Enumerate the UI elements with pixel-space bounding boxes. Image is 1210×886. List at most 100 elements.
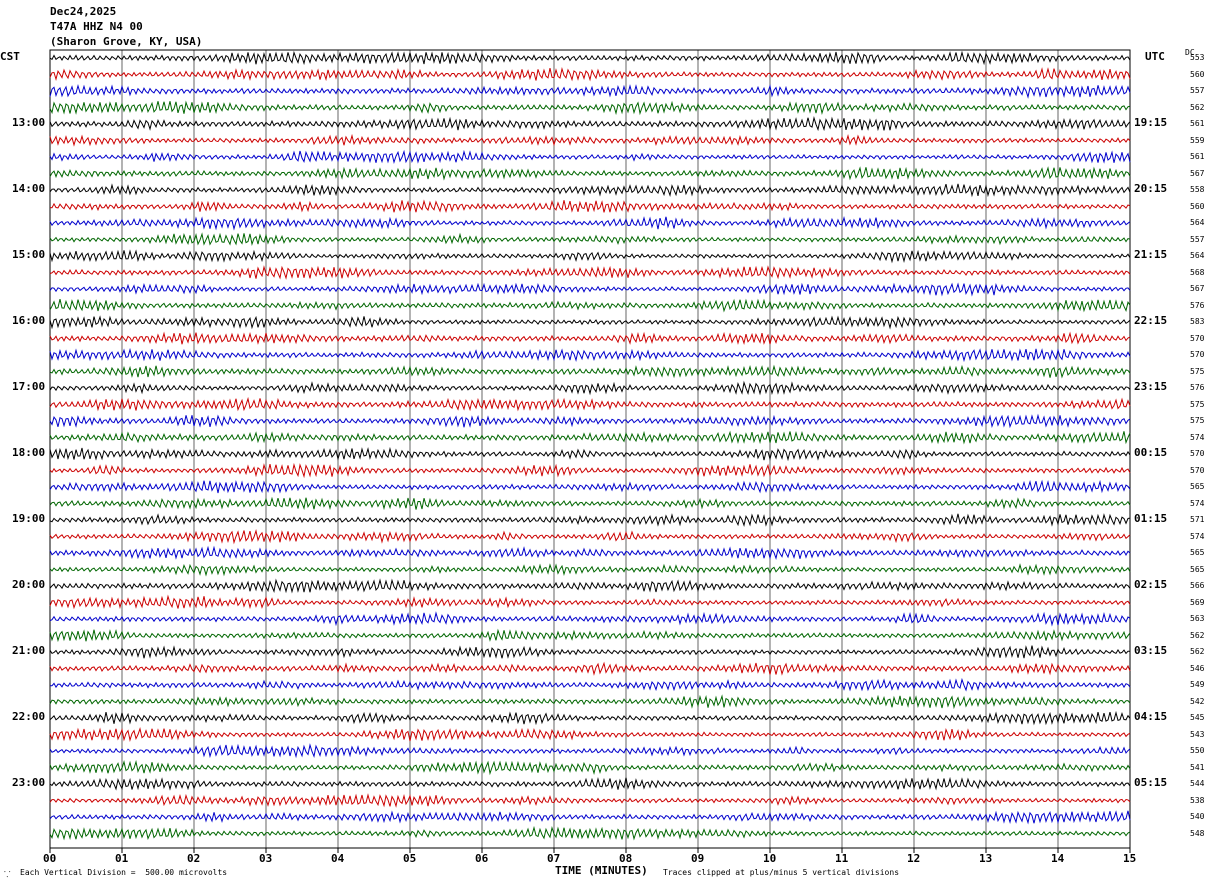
dc-offset-label: 549 xyxy=(1190,680,1205,689)
x-tick-label: 07 xyxy=(547,852,561,865)
x-tick-label: 13 xyxy=(979,852,993,865)
left-timezone: CST xyxy=(0,50,20,63)
trace-line xyxy=(49,133,1131,147)
dc-offset-label: 567 xyxy=(1190,284,1205,293)
trace-line xyxy=(49,628,1131,643)
trace-line xyxy=(50,677,1131,692)
right-timezone: UTC xyxy=(1145,50,1165,63)
dc-offset-label: 583 xyxy=(1190,317,1205,326)
dc-offset-label: 550 xyxy=(1190,746,1205,755)
station-location: (Sharon Grove, KY, USA) xyxy=(50,35,203,48)
trace-line xyxy=(49,199,1131,213)
trace-line xyxy=(49,496,1131,511)
x-tick-label: 08 xyxy=(619,852,633,865)
trace-line xyxy=(49,282,1131,297)
dc-offset-label: 565 xyxy=(1190,548,1205,557)
right-hour-label: 05:15 xyxy=(1134,776,1168,789)
trace-line xyxy=(49,810,1131,825)
right-hour-label: 00:15 xyxy=(1134,446,1168,459)
dc-offset-label: 560 xyxy=(1190,201,1205,211)
x-tick-label: 03 xyxy=(259,852,273,865)
dc-offset-label: 557 xyxy=(1190,86,1205,95)
trace-line xyxy=(49,298,1131,313)
dc-offset-label: 553 xyxy=(1190,53,1205,62)
trace-line xyxy=(49,611,1131,627)
trace-line xyxy=(49,528,1131,545)
trace-line xyxy=(49,578,1131,594)
dc-offset-label: 574 xyxy=(1190,498,1205,508)
dc-offset-label: 545 xyxy=(1190,713,1205,722)
left-hour-label: 20:00 xyxy=(12,578,46,591)
dc-offset-label: 570 xyxy=(1190,333,1205,343)
trace-line xyxy=(49,183,1131,198)
trace-line xyxy=(49,743,1131,759)
trace-line xyxy=(49,726,1131,742)
dc-offset-label: 562 xyxy=(1190,647,1205,656)
left-hour-label: 21:00 xyxy=(12,644,46,657)
trace-line xyxy=(49,66,1131,82)
dc-offset-label: 563 xyxy=(1190,614,1205,623)
dc-offset-label: 557 xyxy=(1190,234,1205,244)
dc-offset-label: 570 xyxy=(1190,465,1205,475)
x-tick-label: 01 xyxy=(115,852,129,865)
dc-header: DC xyxy=(1185,48,1195,57)
x-tick-label: 14 xyxy=(1051,852,1065,865)
dc-offset-label: 544 xyxy=(1190,779,1205,788)
dc-offset-label: 564 xyxy=(1190,218,1205,227)
station-name: T47A HHZ N4 00 xyxy=(50,20,143,33)
trace-line xyxy=(49,825,1131,841)
trace-line xyxy=(49,396,1131,412)
trace-line xyxy=(49,776,1131,791)
plot-frame xyxy=(49,49,1131,849)
trace-line xyxy=(49,446,1131,462)
dc-offset-label: 543 xyxy=(1190,729,1205,739)
dc-offset-label: 576 xyxy=(1190,300,1205,310)
chart-date: Dec24,2025 xyxy=(50,5,117,18)
dc-offset-label: 564 xyxy=(1190,251,1205,260)
trace-line xyxy=(49,331,1131,346)
trace-line xyxy=(49,694,1131,710)
dc-offset-label: 565 xyxy=(1190,564,1205,574)
trace-line xyxy=(49,645,1131,659)
scale-note: Each Vertical Division = 500.00 microvol… xyxy=(20,868,228,877)
trace-line xyxy=(49,710,1131,726)
dc-offset-label: 558 xyxy=(1190,185,1205,194)
right-hour-label: 02:15 xyxy=(1134,578,1168,591)
trace-line xyxy=(49,479,1131,494)
trace-line xyxy=(49,232,1131,247)
x-tick-label: 11 xyxy=(835,852,849,865)
dc-offset-label: 574 xyxy=(1190,432,1205,442)
right-hour-label: 19:15 xyxy=(1134,116,1168,129)
x-tick-label: 09 xyxy=(691,852,705,865)
trace-line xyxy=(49,594,1131,610)
trace-line xyxy=(49,100,1131,116)
right-hour-label: 01:15 xyxy=(1134,512,1168,525)
dc-offset-label: 575 xyxy=(1190,366,1205,376)
trace-line xyxy=(49,545,1131,560)
x-tick-label: 10 xyxy=(763,852,777,865)
trace-line xyxy=(49,513,1131,527)
trace-line xyxy=(49,249,1131,264)
x-tick-label: 15 xyxy=(1123,852,1137,865)
dc-offset-label: 575 xyxy=(1190,399,1205,409)
dc-offset-label: 568 xyxy=(1190,267,1205,277)
trace-line xyxy=(49,50,1131,66)
dc-offset-label: 570 xyxy=(1190,449,1205,458)
trace-line xyxy=(49,265,1131,280)
clip-note: Traces clipped at plus/minus 5 vertical … xyxy=(663,868,900,877)
dc-offset-label: 548 xyxy=(1190,828,1205,838)
x-tick-label: 06 xyxy=(475,852,489,865)
left-hour-label: 22:00 xyxy=(12,710,46,723)
dc-offset-label: 538 xyxy=(1190,795,1205,805)
x-tick-label: 12 xyxy=(907,852,921,865)
trace-line xyxy=(49,315,1131,330)
trace-line xyxy=(49,364,1131,379)
left-hour-label: 15:00 xyxy=(12,248,46,261)
dc-offset-label: 575 xyxy=(1190,416,1205,425)
dc-offset-label: 561 xyxy=(1190,152,1205,161)
trace-line xyxy=(49,430,1131,445)
dc-offset-label: 566 xyxy=(1190,581,1205,590)
x-tick-label: 04 xyxy=(331,852,345,865)
x-axis-title: TIME (MINUTES) xyxy=(555,864,648,877)
